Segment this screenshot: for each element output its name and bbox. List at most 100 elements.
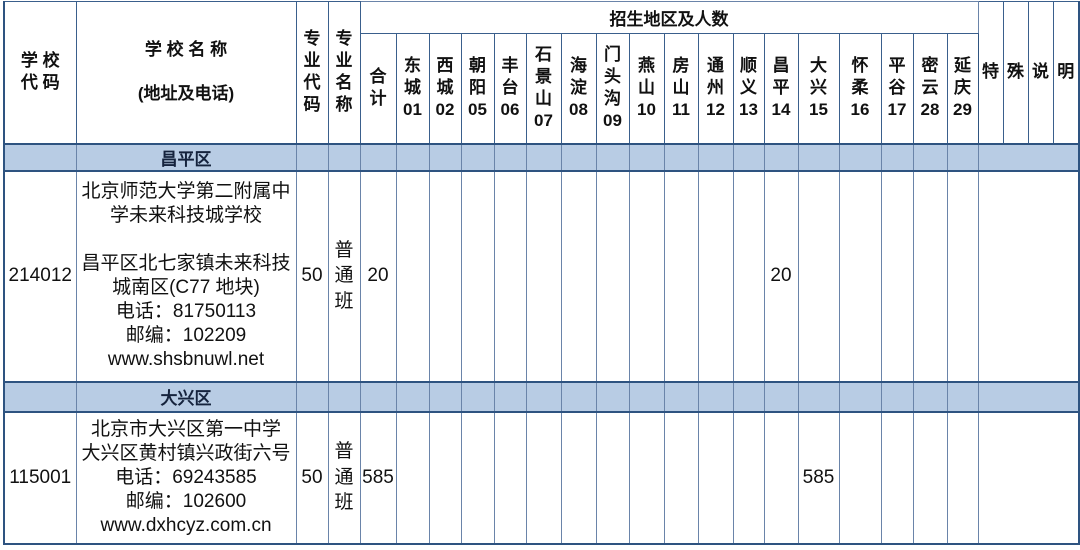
col-header-total: 合 计 (359, 33, 397, 144)
col-header-school-code: 学 校 代 码 (3, 1, 77, 144)
district-value-haidian (560, 170, 597, 382)
band-cell (560, 142, 597, 172)
district-value-pinggu (880, 170, 914, 382)
district-value-mentougou (595, 411, 630, 544)
band-cell (912, 380, 948, 413)
school-address-line: 昌平区北七家镇未来科技城南区(C77 地块) (81, 253, 291, 298)
district-value-dongcheng (395, 170, 430, 382)
major-code-cell: 50 (295, 170, 329, 382)
band-cell (946, 142, 979, 172)
school-website-line: www.dxhcyz.com.cn (100, 514, 272, 536)
district-value-dongcheng (395, 411, 430, 544)
total-cell: 585 (359, 411, 397, 544)
col-header-major-code: 专 业 代 码 (295, 1, 329, 144)
district-value-yanqing (946, 411, 979, 544)
district-header-fengtai: 丰 台 06 (493, 33, 527, 144)
district-value-xicheng (428, 411, 462, 544)
band-cell (697, 380, 734, 413)
band-cell (460, 380, 495, 413)
district-header-xicheng: 西 城 02 (428, 33, 462, 144)
band-cell (595, 142, 630, 172)
school-website-line: www.shsbnuwl.net (107, 349, 265, 370)
band-cell (628, 142, 665, 172)
band-cell (732, 380, 765, 413)
total-cell: 20 (359, 170, 397, 382)
school-info: 北京市大兴区第一中学 大兴区黄村镇兴政街六号 电话：69243585 邮编：10… (75, 411, 297, 544)
district-value-tongzhou (697, 170, 734, 382)
col-header-special-1: 特 (977, 1, 1004, 144)
district-value-changping: 20 (763, 170, 799, 382)
district-value-changping (763, 411, 799, 544)
district-value-miyun (912, 170, 948, 382)
section-title-changping: 昌平区 (75, 142, 297, 172)
district-value-xicheng (428, 170, 462, 382)
band-cell (595, 380, 630, 413)
district-value-fengtai (493, 411, 527, 544)
col-header-school-name-sub: (地址及电话) (137, 84, 235, 104)
band-cell (3, 142, 77, 172)
school-zip-line: 邮编：102209 (125, 325, 247, 346)
section-band-changping: 昌平区 (3, 142, 1080, 172)
band-cell (327, 142, 361, 172)
district-value-shunyi (732, 170, 765, 382)
district-header-mentougou: 门 头 沟 09 (595, 33, 630, 144)
district-header-haidian: 海 淀 08 (560, 33, 597, 144)
band-cell (525, 380, 562, 413)
band-cell (628, 380, 665, 413)
district-value-shijingshan (525, 170, 562, 382)
district-header-huairou: 怀 柔 16 (838, 33, 882, 144)
band-cell (428, 380, 462, 413)
band-cell (359, 380, 397, 413)
school-row-214012: 214012 北京师范大学第二附属中学未来科技城学校 昌平区北七家镇未来科技城南… (3, 170, 1080, 382)
band-cell (359, 142, 397, 172)
col-header-school-name-title: 学 校 名 称 (144, 40, 228, 60)
band-cell (838, 142, 882, 172)
district-value-chaoyang (460, 170, 495, 382)
major-name-cell: 普 通 班 (327, 170, 361, 382)
band-cell (732, 142, 765, 172)
school-phone-line: 电话：81750113 (115, 301, 257, 322)
header-row-districts: 合 计 东 城 01 西 城 02 朝 阳 05 丰 台 06 石 景 山 07… (4, 33, 1079, 144)
band-cell (295, 380, 329, 413)
district-header-yanqing: 延 庆 29 (946, 33, 979, 144)
band-cell (295, 142, 329, 172)
district-value-daxing (797, 170, 840, 382)
col-header-school-name: 学 校 名 称 (地址及电话) (75, 1, 297, 144)
district-header-shunyi: 顺 义 13 (732, 33, 765, 144)
district-value-fengtai (493, 170, 527, 382)
col-header-special-4: 明 (1052, 1, 1080, 144)
band-cell (3, 380, 77, 413)
band-cell (395, 142, 430, 172)
special-note-cell (977, 411, 1080, 544)
col-header-major-name: 专 业 名 称 (327, 1, 361, 144)
band-cell (797, 380, 840, 413)
school-row-115001: 115001 北京市大兴区第一中学 大兴区黄村镇兴政街六号 电话：6924358… (3, 411, 1080, 544)
school-zip-line: 邮编：102600 (125, 490, 247, 512)
band-cell (912, 142, 948, 172)
band-cell-special (977, 380, 1080, 413)
blank-line (78, 228, 295, 252)
school-info: 北京师范大学第二附属中学未来科技城学校 昌平区北七家镇未来科技城南区(C77 地… (75, 170, 297, 382)
band-cell (663, 380, 699, 413)
band-cell-special (977, 142, 1080, 172)
col-header-special-2: 殊 (1002, 1, 1029, 144)
district-header-chaoyang: 朝 阳 05 (460, 33, 495, 144)
district-value-huairou (838, 170, 882, 382)
band-cell (560, 380, 597, 413)
district-header-changping: 昌 平 14 (763, 33, 799, 144)
header-row-banner: 学 校 代 码 学 校 名 称 (地址及电话) 专 业 代 码 专 业 名 称 … (3, 1, 1080, 144)
district-value-fangshan (663, 411, 699, 544)
special-note-cell (977, 170, 1080, 382)
district-header-daxing: 大 兴 15 (797, 33, 840, 144)
school-address-line: 大兴区黄村镇兴政街六号 (81, 442, 291, 464)
district-header-fangshan: 房 山 11 (663, 33, 699, 144)
major-name-cell: 普 通 班 (327, 411, 361, 544)
district-value-fangshan (663, 170, 699, 382)
band-cell (946, 380, 979, 413)
school-code: 115001 (3, 411, 77, 544)
band-cell (428, 142, 462, 172)
band-cell (838, 380, 882, 413)
district-value-miyun (912, 411, 948, 544)
district-value-huairou (838, 411, 882, 544)
col-header-special-3: 说 (1027, 1, 1054, 144)
